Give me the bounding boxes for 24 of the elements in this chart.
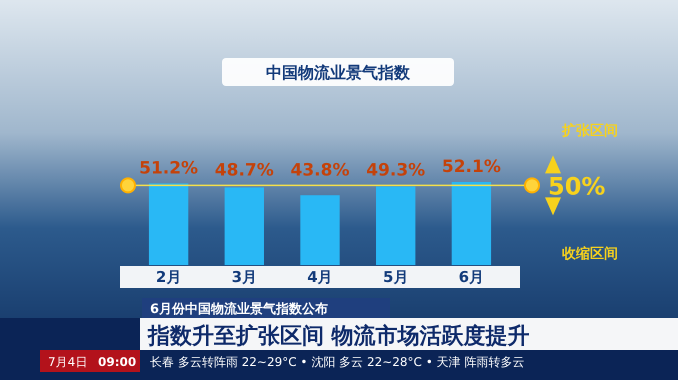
x-tick-label: 5月 bbox=[382, 268, 408, 286]
text: 收缩区间 bbox=[562, 245, 618, 262]
text: 长春 多云转阵雨 22~29°C • 沈阳 多云 22~28°C • 天津 阵雨转多云 bbox=[150, 355, 524, 369]
text: 扩张区间 bbox=[561, 122, 618, 139]
ref-line-label: 50% bbox=[548, 172, 606, 200]
x-tick-label: 2月 bbox=[156, 268, 182, 286]
bar bbox=[224, 187, 264, 265]
bar bbox=[148, 183, 188, 265]
data-label: 51.2% bbox=[139, 158, 198, 178]
data-label: 52.1% bbox=[442, 157, 501, 177]
text: 指数升至扩张区间 物流市场活跃度提升 bbox=[147, 323, 530, 349]
text: 7月4日 bbox=[48, 355, 88, 369]
x-tick-label: 6月 bbox=[458, 268, 484, 286]
bar bbox=[376, 186, 416, 265]
chart-title: 中国物流业景气指数 bbox=[266, 63, 411, 82]
x-tick-label: 3月 bbox=[232, 268, 258, 286]
text: 6月份中国物流业景气指数公布 bbox=[150, 301, 328, 317]
bar bbox=[300, 195, 340, 265]
data-label: 43.8% bbox=[290, 160, 350, 180]
x-tick-label: 4月 bbox=[307, 268, 333, 286]
text: 09:00 bbox=[98, 355, 136, 369]
bar bbox=[452, 182, 492, 265]
data-label: 48.7% bbox=[214, 160, 274, 180]
data-label: 49.3% bbox=[366, 160, 426, 180]
